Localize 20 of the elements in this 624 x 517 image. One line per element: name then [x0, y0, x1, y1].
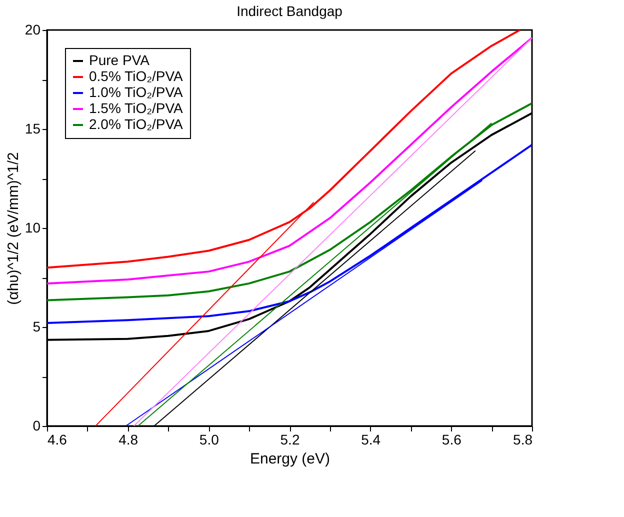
- x-tick-label: 5.0: [199, 432, 220, 448]
- x-tick-label: 4.6: [48, 432, 68, 448]
- y-tick-label: 5: [32, 318, 41, 334]
- y-tick-label: 10: [24, 220, 41, 236]
- y-tick-label: 20: [24, 22, 41, 38]
- x-axis-title: Energy (eV): [250, 450, 330, 468]
- x-tick-label: 5.6: [442, 432, 462, 448]
- legend-label: 1.5% TiO₂/PVA: [89, 100, 184, 116]
- y-axis-title: (αhυ)^1/2 (eV/mm)^1/2: [4, 152, 22, 305]
- chart-title: Indirect Bandgap: [236, 3, 343, 19]
- x-tick-label: 4.8: [118, 432, 138, 448]
- legend-label: Pure PVA: [89, 52, 150, 68]
- x-tick-label: 5.8: [513, 432, 533, 448]
- x-tick-label: 5.2: [280, 432, 300, 448]
- y-tick-label: 15: [24, 120, 41, 136]
- x-tick-label: 5.4: [361, 432, 381, 448]
- legend-label: 0.5% TiO₂/PVA: [89, 68, 184, 84]
- y-tick-label: 0: [32, 418, 41, 434]
- legend-label: 1.0% TiO₂/PVA: [89, 84, 184, 100]
- legend-label: 2.0% TiO₂/PVA: [89, 116, 184, 132]
